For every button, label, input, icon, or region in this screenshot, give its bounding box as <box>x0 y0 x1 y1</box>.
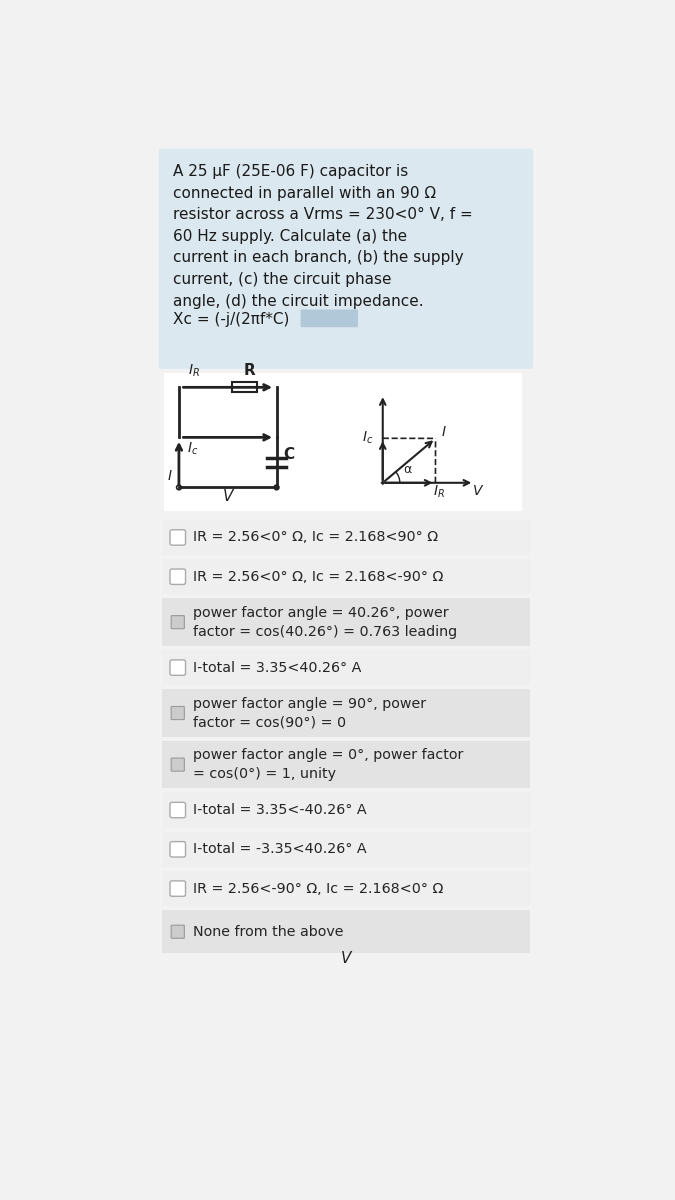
FancyBboxPatch shape <box>162 599 530 646</box>
Text: V: V <box>473 484 483 498</box>
Text: power factor angle = 0°, power factor
= cos(0°) = 1, unity: power factor angle = 0°, power factor = … <box>193 748 463 781</box>
Text: A 25 μF (25E-06 F) capacitor is
connected in parallel with an 90 Ω
resistor acro: A 25 μF (25E-06 F) capacitor is connecte… <box>173 164 472 308</box>
Text: V: V <box>340 952 351 966</box>
FancyBboxPatch shape <box>170 881 186 896</box>
Text: α: α <box>404 463 412 475</box>
Text: $I_c$: $I_c$ <box>362 430 373 445</box>
FancyBboxPatch shape <box>171 758 184 772</box>
FancyBboxPatch shape <box>171 616 184 629</box>
FancyBboxPatch shape <box>164 373 522 510</box>
Text: R: R <box>244 362 255 378</box>
FancyBboxPatch shape <box>171 707 184 720</box>
FancyBboxPatch shape <box>162 650 530 685</box>
Text: IR = 2.56<0° Ω, Ic = 2.168<-90° Ω: IR = 2.56<0° Ω, Ic = 2.168<-90° Ω <box>193 570 443 583</box>
Text: Xc = (-j/(2πf*C): Xc = (-j/(2πf*C) <box>173 312 289 326</box>
FancyBboxPatch shape <box>162 520 530 556</box>
FancyBboxPatch shape <box>162 832 530 868</box>
FancyBboxPatch shape <box>159 149 533 368</box>
FancyBboxPatch shape <box>162 910 530 953</box>
FancyBboxPatch shape <box>170 569 186 584</box>
Text: I-total = 3.35<-40.26° A: I-total = 3.35<-40.26° A <box>193 803 367 817</box>
FancyBboxPatch shape <box>300 310 358 328</box>
Text: I-total = -3.35<40.26° A: I-total = -3.35<40.26° A <box>193 842 367 857</box>
Text: $I_R$: $I_R$ <box>433 484 446 499</box>
FancyBboxPatch shape <box>170 803 186 817</box>
Text: I-total = 3.35<40.26° A: I-total = 3.35<40.26° A <box>193 660 361 674</box>
Text: None from the above: None from the above <box>193 925 344 938</box>
Bar <box>232 383 257 392</box>
FancyBboxPatch shape <box>170 660 186 676</box>
FancyBboxPatch shape <box>162 689 530 737</box>
Text: $I_R$: $I_R$ <box>188 362 200 379</box>
Text: I: I <box>167 469 171 482</box>
FancyBboxPatch shape <box>162 740 530 788</box>
Text: $I_c$: $I_c$ <box>187 440 198 457</box>
Text: IR = 2.56<-90° Ω, Ic = 2.168<0° Ω: IR = 2.56<-90° Ω, Ic = 2.168<0° Ω <box>193 882 443 895</box>
FancyBboxPatch shape <box>170 841 186 857</box>
FancyBboxPatch shape <box>162 871 530 906</box>
FancyBboxPatch shape <box>171 925 184 938</box>
Text: power factor angle = 40.26°, power
factor = cos(40.26°) = 0.763 leading: power factor angle = 40.26°, power facto… <box>193 606 457 638</box>
Text: power factor angle = 90°, power
factor = cos(90°) = 0: power factor angle = 90°, power factor =… <box>193 696 426 730</box>
FancyBboxPatch shape <box>170 529 186 545</box>
Text: IR = 2.56<0° Ω, Ic = 2.168<90° Ω: IR = 2.56<0° Ω, Ic = 2.168<90° Ω <box>193 530 438 545</box>
Text: I: I <box>441 425 446 439</box>
FancyBboxPatch shape <box>162 559 530 594</box>
Text: C: C <box>284 448 294 462</box>
FancyBboxPatch shape <box>162 792 530 828</box>
Text: V: V <box>223 490 233 504</box>
